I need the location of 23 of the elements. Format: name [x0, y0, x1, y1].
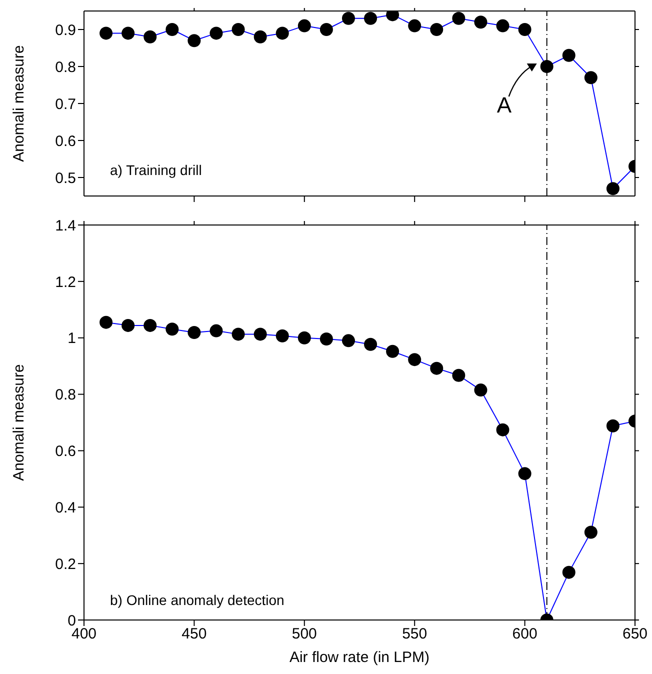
- x-tick-label: 450: [182, 626, 207, 643]
- x-tick-label: 500: [292, 626, 317, 643]
- x-tick-label: 600: [512, 626, 538, 643]
- y-tick-label: 0.7: [55, 96, 76, 113]
- y-tick-label: 1.2: [55, 274, 76, 291]
- y-tick-label: 0.5: [55, 170, 76, 187]
- x-tick-label: 650: [622, 626, 648, 643]
- y-tick-label: 0.2: [55, 556, 76, 573]
- x-tick-label: 550: [402, 626, 428, 643]
- annotation: b) Online anomaly detection: [110, 592, 284, 608]
- y-axis-title: Anomali measure: [10, 364, 28, 481]
- annotation: a) Training drill: [110, 162, 202, 178]
- y-tick-label: 0.4: [55, 499, 76, 516]
- y-tick-label: 1.4: [55, 217, 76, 234]
- y-tick-label: 0.8: [55, 386, 76, 404]
- y-axis-title: Anomali measure: [10, 45, 28, 162]
- y-tick-label: 0.8: [55, 58, 76, 76]
- x-axis-title: Air flow rate (in LPM): [289, 649, 430, 666]
- y-tick-label: 0.6: [55, 443, 76, 460]
- y-tick-label: 1: [68, 330, 76, 348]
- y-tick-label: 0.9: [55, 22, 76, 39]
- y-tick-label: 0.6: [55, 132, 76, 150]
- annotation: A: [496, 92, 512, 118]
